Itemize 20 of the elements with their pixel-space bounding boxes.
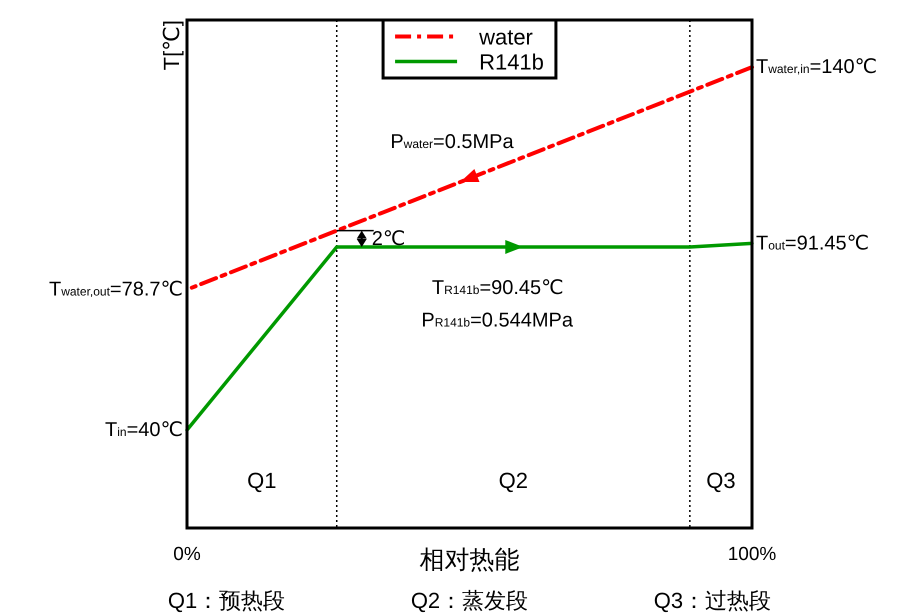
x-tick-label: 100% (728, 544, 776, 564)
text: Q1 (247, 468, 277, 492)
legend-label: R141b (479, 49, 544, 74)
annotation: PR141b=0.544MPa (421, 310, 574, 332)
data-label: Tin=40℃ (105, 419, 183, 442)
data-label: Twater,out=78.7℃ (49, 278, 183, 301)
annotation: TR141b=90.45℃ (432, 276, 564, 299)
y-axis-title: T[℃] (159, 20, 184, 70)
text: Q2 (498, 468, 528, 492)
data-label: Twater,in=140℃ (756, 56, 878, 78)
text: Q3 (706, 468, 736, 492)
x-tick-label: 0% (173, 544, 201, 564)
text: Q3：过热段 (654, 588, 772, 612)
data-label: Tout=91.45℃ (756, 232, 870, 254)
legend-label: water (478, 24, 533, 49)
x-axis-title: 相对热能 (420, 546, 520, 574)
text: Q2：蒸发段 (410, 588, 528, 612)
text: Q1：预热段 (168, 588, 286, 612)
annotation: 2℃ (372, 228, 406, 250)
annotation: Pwater=0.5MPa (390, 130, 515, 153)
